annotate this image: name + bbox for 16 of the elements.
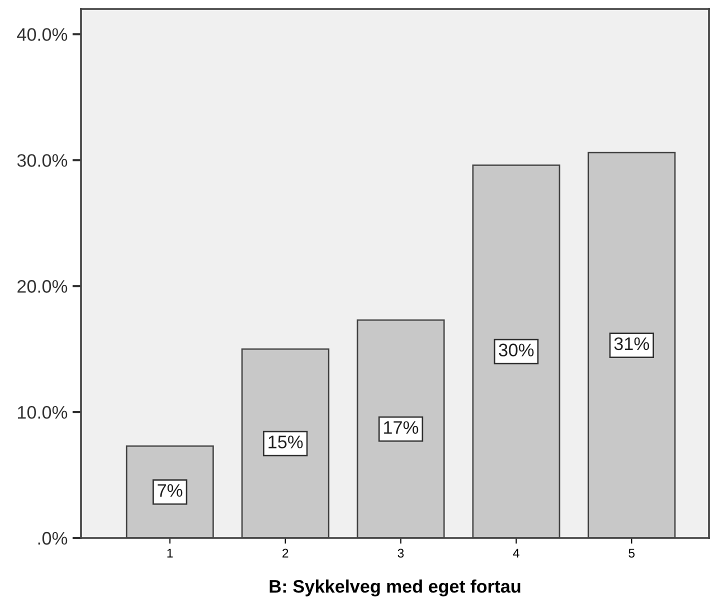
y-tick-label: 10.0% [18, 406, 68, 419]
data-label: 7% [158, 484, 182, 497]
x-axis-title: B: Sykkelveg med eget fortau [270, 580, 520, 596]
data-label: 30% [498, 344, 534, 356]
y-tick-label: 20.0% [18, 280, 68, 293]
data-label: 15% [268, 436, 303, 448]
y-tick-label: .0% [38, 532, 68, 545]
x-tick-label: 3 [398, 548, 404, 558]
y-tick-label: 30.0% [17, 154, 68, 167]
data-label: 17% [384, 421, 418, 434]
x-tick-label: 1 [167, 548, 173, 558]
x-tick-label: 4 [513, 548, 520, 558]
x-tick-label: 2 [282, 548, 288, 558]
x-tick-label: 5 [628, 548, 635, 558]
y-tick-label: 40.0% [17, 28, 68, 41]
data-label: 31% [614, 337, 650, 350]
